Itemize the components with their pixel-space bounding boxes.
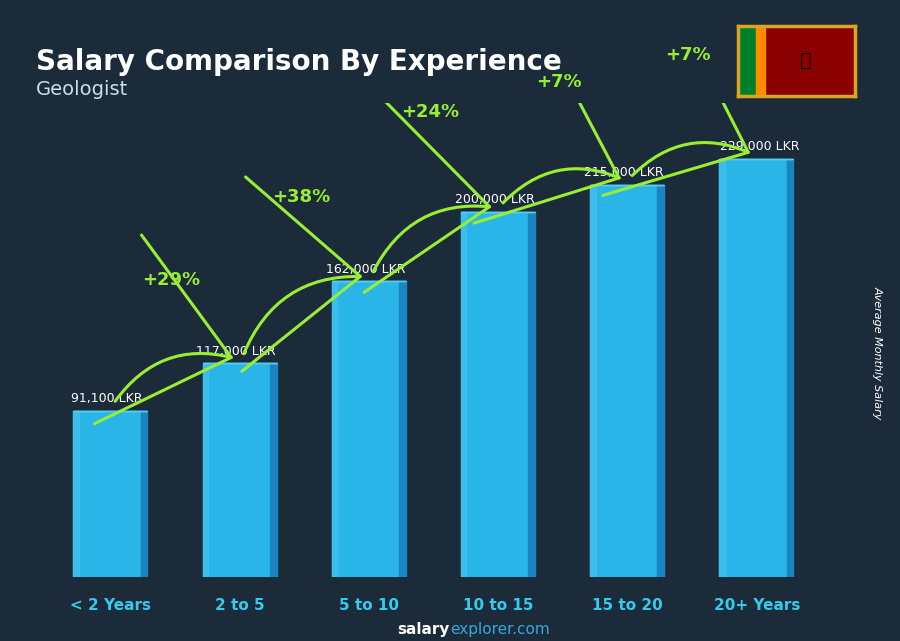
Polygon shape — [332, 281, 338, 577]
Text: 🦁: 🦁 — [800, 51, 812, 71]
Polygon shape — [657, 185, 664, 577]
Text: Average Monthly Salary: Average Monthly Salary — [872, 286, 883, 419]
Text: < 2 Years: < 2 Years — [70, 598, 151, 613]
Bar — [461, 212, 528, 577]
Text: 200,000 LKR: 200,000 LKR — [454, 194, 535, 206]
Polygon shape — [202, 363, 208, 577]
Text: 20+ Years: 20+ Years — [714, 598, 800, 613]
Text: 2 to 5: 2 to 5 — [215, 598, 265, 613]
Bar — [590, 185, 657, 577]
Text: +7%: +7% — [536, 72, 582, 91]
Text: explorer.com: explorer.com — [450, 622, 550, 637]
Polygon shape — [270, 363, 276, 577]
Polygon shape — [787, 159, 793, 577]
Text: +29%: +29% — [142, 271, 201, 288]
Text: 91,100 LKR: 91,100 LKR — [71, 392, 143, 405]
Polygon shape — [461, 212, 466, 577]
Polygon shape — [74, 411, 79, 577]
Polygon shape — [528, 212, 535, 577]
Text: Salary Comparison By Experience: Salary Comparison By Experience — [36, 48, 562, 76]
Polygon shape — [399, 281, 406, 577]
FancyArrowPatch shape — [474, 44, 619, 223]
Polygon shape — [590, 185, 596, 577]
Text: 117,000 LKR: 117,000 LKR — [196, 345, 276, 358]
FancyArrowPatch shape — [242, 177, 360, 371]
Text: +38%: +38% — [272, 188, 330, 206]
Text: 229,000 LKR: 229,000 LKR — [720, 140, 799, 153]
Polygon shape — [719, 159, 724, 577]
Text: +7%: +7% — [666, 46, 711, 64]
FancyArrowPatch shape — [603, 17, 748, 196]
Bar — [719, 159, 787, 577]
Bar — [755, 26, 765, 96]
Bar — [74, 411, 140, 577]
Bar — [202, 363, 270, 577]
Text: 15 to 20: 15 to 20 — [592, 598, 663, 613]
Text: +24%: +24% — [401, 103, 459, 121]
Bar — [332, 281, 399, 577]
FancyArrowPatch shape — [364, 99, 490, 292]
Polygon shape — [140, 411, 148, 577]
Text: 162,000 LKR: 162,000 LKR — [326, 263, 405, 276]
Bar — [738, 26, 755, 96]
Text: 5 to 10: 5 to 10 — [339, 598, 400, 613]
Text: salary: salary — [398, 622, 450, 637]
Text: Geologist: Geologist — [36, 80, 128, 99]
Text: 215,000 LKR: 215,000 LKR — [584, 166, 663, 179]
Text: 10 to 15: 10 to 15 — [464, 598, 534, 613]
FancyArrowPatch shape — [94, 235, 231, 424]
